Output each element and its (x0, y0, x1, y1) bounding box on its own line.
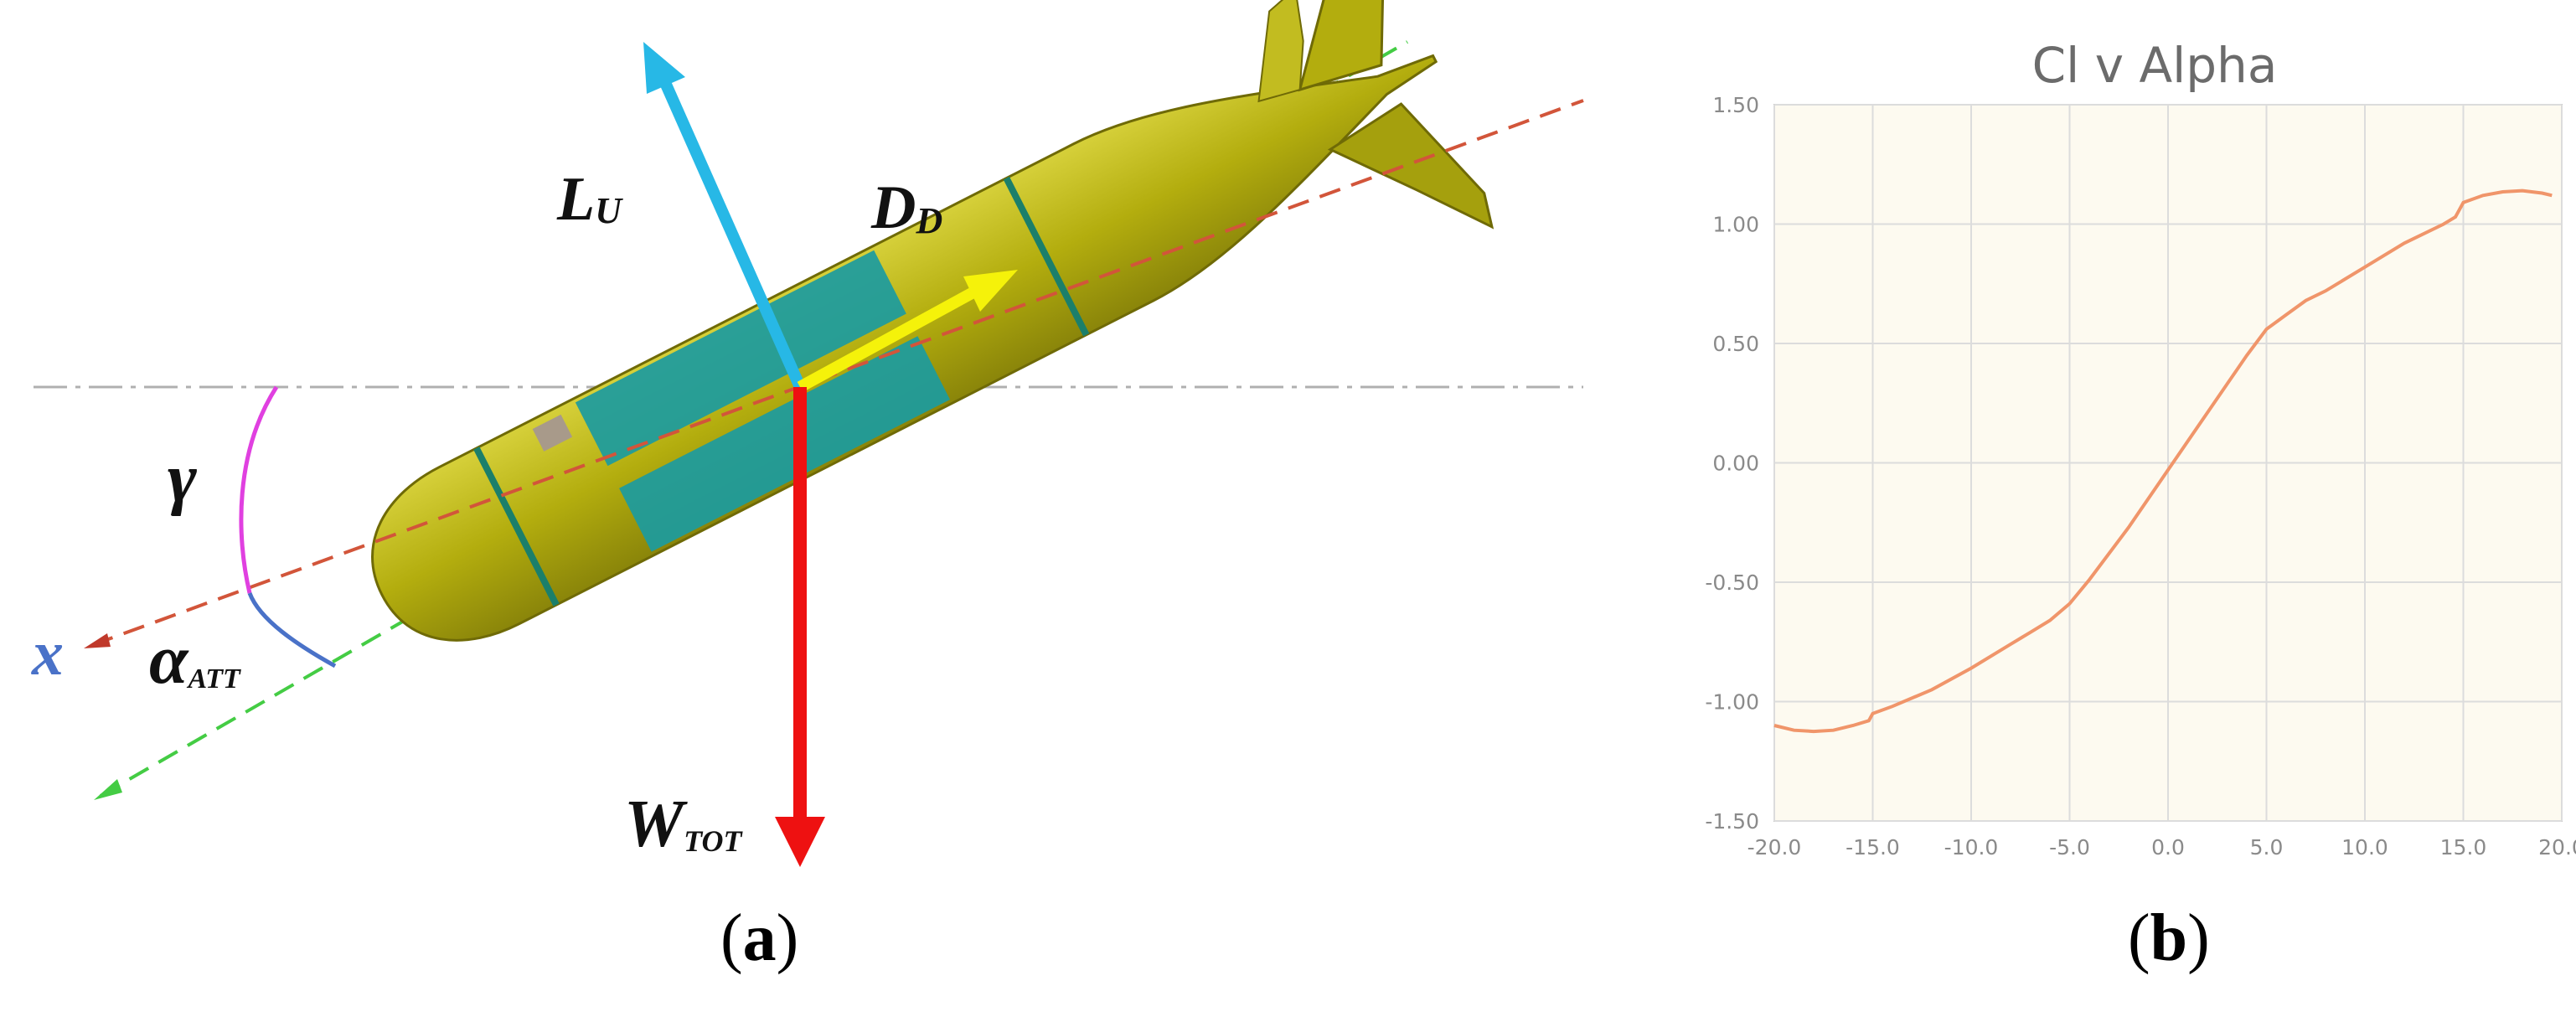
vehicle-hull (371, 0, 1494, 642)
svg-text:DD: DD (870, 173, 942, 242)
x-tick-label: 15.0 (2440, 835, 2487, 860)
body-axis-arrowhead (84, 633, 111, 648)
cl-alpha-series-line (1773, 188, 2553, 734)
caption-a: (a) (720, 901, 799, 975)
y-tick-label: -1.00 (1705, 690, 1759, 715)
x-axis-label: x (31, 618, 64, 689)
x-tick-label: 0.0 (2151, 835, 2185, 860)
y-tick-label: 1.50 (1712, 93, 1759, 117)
x-tick-label: 10.0 (2341, 835, 2388, 860)
weight-label-subscript: TOT (684, 824, 743, 858)
x-tick-label: -15.0 (1846, 835, 1900, 860)
x-tick-label: -20.0 (1747, 835, 1802, 860)
svg-text:WTOT: WTOT (624, 787, 743, 861)
y-tick-labels: 1.50 1.00 0.50 0.00 -0.50 -1.00 -1.50 (1705, 93, 1759, 834)
hull-panel-lower (619, 336, 951, 552)
y-tick-label: 1.00 (1712, 213, 1759, 237)
chart-title: Cl v Alpha (2032, 37, 2278, 94)
y-tick-label: -1.50 (1705, 809, 1759, 834)
velocity-axis-arrowhead (94, 779, 122, 800)
weight-arrowhead (775, 817, 825, 867)
grid-layer (1773, 104, 2563, 822)
gamma-angle-arc (239, 385, 279, 594)
gamma-label: γ (168, 439, 197, 517)
lift-label-subscript: U (595, 190, 623, 231)
caption-b: (b) (2128, 901, 2210, 975)
x-tick-label: 5.0 (2250, 835, 2284, 860)
y-tick-label: -0.50 (1705, 570, 1759, 595)
alpha-label: α (149, 621, 189, 699)
vehicle-force-diagram: LU DD WTOT γ αATT x (31, 0, 1584, 867)
svg-text:αATT: αATT (149, 621, 241, 699)
alpha-angle-arc (247, 592, 337, 669)
drag-label: D (870, 173, 916, 242)
weight-label: W (624, 787, 688, 861)
drag-arrowhead (963, 270, 1018, 312)
drag-label-subscript: D (915, 200, 942, 241)
lift-label: L (556, 165, 595, 234)
svg-text:LU: LU (556, 165, 623, 234)
y-tick-label: 0.50 (1712, 332, 1759, 356)
drag-vector (797, 287, 975, 393)
body-axis-line (91, 99, 1584, 647)
lift-arrowhead (643, 42, 685, 94)
hull-panel-upper (575, 250, 906, 467)
alpha-label-subscript: ATT (186, 663, 241, 694)
y-tick-label: 0.00 (1712, 452, 1759, 476)
x-tick-label: 20.0 (2538, 835, 2576, 860)
x-tick-labels: -20.0 -15.0 -10.0 -5.0 0.0 5.0 10.0 15.0 20.0 (1747, 835, 2576, 860)
x-tick-label: -5.0 (2049, 835, 2090, 860)
lift-vector (654, 69, 806, 390)
cl-alpha-chart: Cl v Alpha 1.50 1.00 0.50 0.00 -0.50 -1.00 -1.… (1705, 37, 2576, 860)
x-tick-label: -10.0 (1944, 835, 1999, 860)
